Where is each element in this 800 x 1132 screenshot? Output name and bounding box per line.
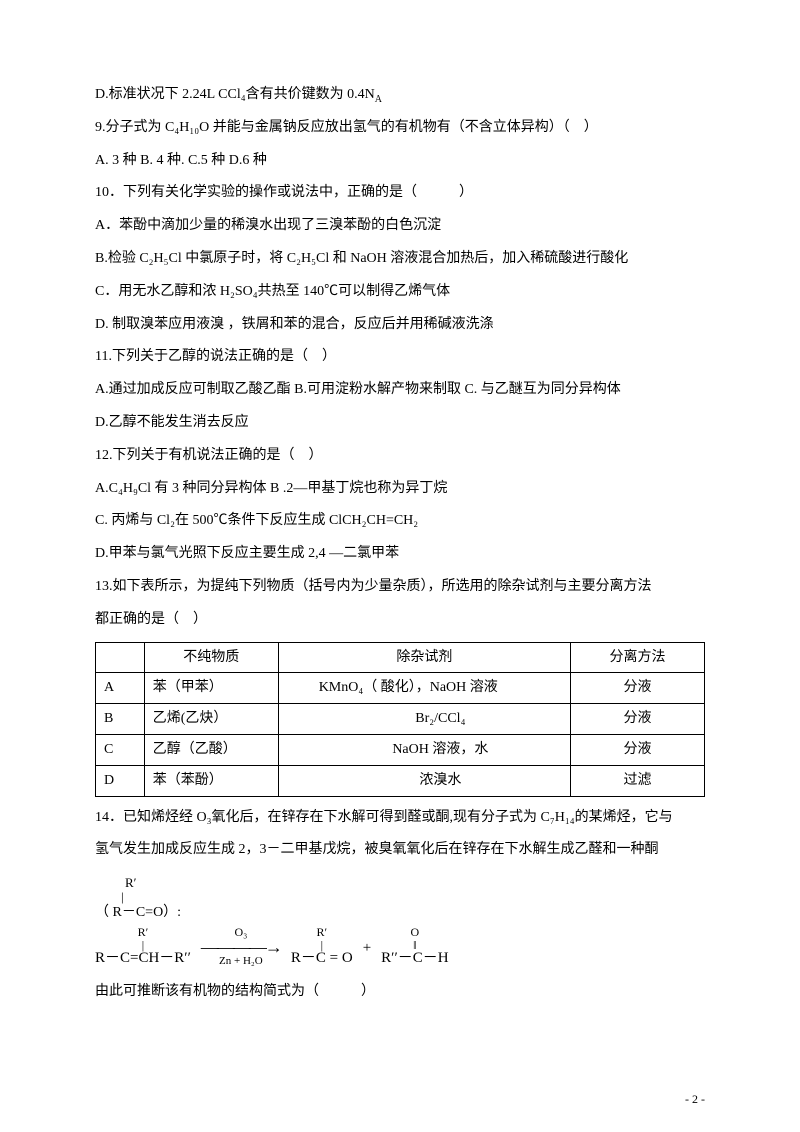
cell-substance: 乙烯(乙炔） [144,704,278,735]
cell-substance: 苯（甲苯） [144,673,278,704]
table-row: D 苯（苯酚） 浓溴水 过滤 [96,765,705,796]
product-2: O ‖ R′′－C－H [381,926,448,967]
q10-option-a: A．苯酚中滴加少量的稀溴水出现了三溴苯酚的白色沉淀 [95,211,705,242]
q10-option-d: D. 制取溴苯应用液溴 ，铁屑和苯的混合，反应后并用稀碱液洗涤 [95,310,705,341]
question-10: 10．下列有关化学实验的操作或说法中，正确的是（ ） [95,178,705,209]
question-11: 11.下列关于乙醇的说法正确的是（ ） [95,342,705,373]
text: D.标准状况下 2.24L CCl₄含有共价键数为 0.4N [95,87,375,102]
formula-r-prime: R′ [95,876,705,890]
header-reagent: 除杂试剂 [278,642,570,673]
formula-body: （ R－C=O）: [95,905,705,920]
cell-label: C [96,734,145,765]
q10-option-b: B.检验 C₂H₅Cl 中氯原子时，将 C₂H₅Cl 和 NaOH 溶液混合加热… [95,244,705,275]
header-method: 分离方法 [571,642,705,673]
plus-sign: + [363,932,371,965]
q11-options-abc: A.通过加成反应可制取乙酸乙酯 B.可用淀粉水解产物来制取 C. 与乙醚互为同分… [95,375,705,406]
cell-substance: 苯（苯酚） [144,765,278,796]
cell-method: 分液 [571,673,705,704]
table-row: A 苯（甲苯） KMnO₄（ 酸化），NaOH 溶液 分液 [96,673,705,704]
q12-option-b: C. 丙烯与 Cl₂在 500℃条件下反应生成 ClCH₂CH=CH₂ [95,506,705,537]
o-atom: O [411,926,420,939]
question-12: 12.下列关于有机说法正确的是（ ） [95,441,705,472]
question-14-end: 由此可推断该有机物的结构简式为（ ） [95,977,705,1008]
cell-method: 分液 [571,734,705,765]
cell-method: 过滤 [571,765,705,796]
cell-label: A [96,673,145,704]
table-row: B 乙烯(乙炔） Br₂/CCl₄ 分液 [96,704,705,735]
r-prime: R′ [316,926,327,939]
r-prime: R′ [138,926,149,939]
cell-reagent: KMnO₄（ 酸化），NaOH 溶液 [278,673,570,704]
arrow-line: ————→ [201,938,281,956]
formula-bond: | [95,890,705,904]
question-14-line1: 14．已知烯烃经 O₃氧化后，在锌存在下水解可得到醛或酮,现有分子式为 C₇H₁… [95,803,705,834]
table-header-row: 不纯物质 除杂试剂 分离方法 [96,642,705,673]
q12-option-a: A.C₄H₉Cl 有 3 种同分异构体 B .2—甲基丁烷也称为异丁烷 [95,474,705,505]
cell-reagent: Br₂/CCl₄ [278,704,570,735]
question-14-line2: 氢气发生加成反应生成 2，3－二甲基戊烷，被臭氧氧化后在锌存在下水解生成乙醛和一… [95,835,705,866]
table-row: C 乙醇（乙酸） NaOH 溶液，水 分液 [96,734,705,765]
product2-formula: R′′－C－H [381,951,448,967]
cell-substance: 乙醇（乙酸） [144,734,278,765]
cell-method: 分液 [571,704,705,735]
question-13-line2: 都正确的是（ ） [95,605,705,636]
question-13-line1: 13.如下表所示，为提纯下列物质（括号内为少量杂质），所选用的除杂试剂与主要分离… [95,572,705,603]
q10-option-c: C．用无水乙醇和浓 H₂SO₄共热至 140℃可以制得乙烯气体 [95,277,705,308]
purification-table: 不纯物质 除杂试剂 分离方法 A 苯（甲苯） KMnO₄（ 酸化），NaOH 溶… [95,642,705,797]
page-number: - 2 - [685,1086,705,1112]
cell-reagent: NaOH 溶液，水 [278,734,570,765]
reaction-arrow: O₃ ————→ Zn + H₂O [201,926,281,967]
subscript-a: A [375,94,382,105]
product1-formula: R－C = O [291,951,353,967]
header-blank [96,642,145,673]
reactant: R′ | R－C=CH－R′′ [95,926,191,967]
question-9: 9.分子式为 C₄H₁₀O 并能与金属钠反应放出氢气的有机物有（不含立体异构）（… [95,113,705,144]
arrow-below: Zn + H₂O [219,956,263,967]
ozonolysis-reaction: R′ | R－C=CH－R′′ O₃ ————→ Zn + H₂O R′ | R… [95,926,705,967]
header-substance: 不纯物质 [144,642,278,673]
reactant-formula: R－C=CH－R′′ [95,951,191,967]
product-1: R′ | R－C = O [291,926,353,967]
q12-option-c: D.甲苯与氯气光照下反应主要生成 2,4 —二氯甲苯 [95,539,705,570]
cell-label: D [96,765,145,796]
cell-reagent: 浓溴水 [278,765,570,796]
ketone-structure: R′ | （ R－C=O）: [95,876,705,920]
q11-option-d: D.乙醇不能发生消去反应 [95,408,705,439]
cell-label: B [96,704,145,735]
question-9-options: A. 3 种 B. 4 种. C.5 种 D.6 种 [95,146,705,177]
line-d-option: D.标准状况下 2.24L CCl₄含有共价键数为 0.4NA [95,80,705,111]
